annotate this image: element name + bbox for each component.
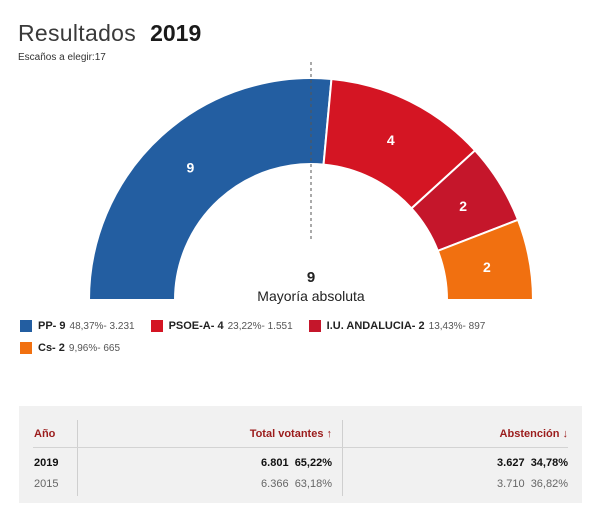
turnout-table: Año Total votantes ↑ Abstención ↓ 2019 6… [19,406,582,503]
legend-swatch-iu [308,320,321,332]
seat-segment-cs[interactable] [436,218,535,301]
legend-row: Cs- 2 9,96%- 665 [20,337,590,359]
legend-item-cs[interactable]: Cs- 2 9,96%- 665 [20,342,120,354]
total-votes: 6.366 [261,478,289,490]
row-total: 6.366 63,18% [261,478,332,490]
legend-swatch-psoe [150,320,163,332]
seat-label-pp: 9 [187,160,195,176]
legend-label-psoe: PSOE-A- 4 [168,320,224,332]
legend-item-iu[interactable]: I.U. ANDALUCIA- 2 13,43%- 897 [308,320,486,332]
abst-votes: 3.710 [497,478,525,490]
col-header-abstention-sort[interactable]: Abstención ↓ [499,428,568,440]
column-divider [342,420,343,496]
row-abstention: 3.710 36,82% [497,478,568,490]
total-pct: 65,22% [294,457,332,469]
legend-swatch-cs [20,342,32,354]
col-header-year: Año [34,428,56,440]
total-votes: 6.801 [261,457,289,469]
abst-pct: 36,82% [530,478,568,490]
total-pct: 63,18% [294,478,332,490]
seat-label-psoe: 4 [387,132,395,148]
legend-item-pp[interactable]: PP- 9 48,37%- 3.231 [20,320,135,332]
seat-label-iu: 2 [459,198,467,214]
legend-stats-pp: 48,37%- 3.231 [69,320,135,332]
legend-label-cs: Cs- 2 [38,342,65,354]
legend: PP- 9 48,37%- 3.231 PSOE-A- 4 23,22%- 1.… [20,315,590,359]
legend-label-iu: I.U. ANDALUCIA- 2 [326,320,425,332]
abst-votes: 3.627 [497,457,525,469]
legend-swatch-pp [20,320,32,332]
header: Resultados 2019 [18,20,201,47]
legend-item-psoe[interactable]: PSOE-A- 4 23,22%- 1.551 [150,320,293,332]
row-year: 2015 [34,478,59,490]
col-header-total-sort[interactable]: Total votantes ↑ [249,428,332,440]
seat-label-cs: 2 [483,259,491,275]
majority-label: Mayoría absoluta [257,288,365,304]
legend-stats-psoe: 23,22%- 1.551 [227,320,293,332]
seat-segment-pp[interactable] [87,77,333,301]
column-divider [77,420,78,496]
hemicycle-chart: 9 4 2 2 9 Mayoría absoluta [87,62,535,304]
abst-pct: 34,78% [530,457,568,469]
legend-stats-cs: 9,96%- 665 [68,342,121,354]
row-year: 2019 [34,457,59,469]
page-title: Resultados [18,20,137,46]
majority-value: 9 [307,269,315,286]
legend-row: PP- 9 48,37%- 3.231 PSOE-A- 4 23,22%- 1.… [20,315,590,337]
legend-label-pp: PP- 9 [38,320,66,332]
seats-subtitle: Escaños a elegir:17 [18,52,106,63]
row-abstention: 3.627 34,78% [497,457,568,469]
row-total: 6.801 65,22% [261,457,332,469]
election-year: 2019 [150,20,202,46]
header-divider [33,447,568,448]
legend-stats-iu: 13,43%- 897 [428,320,486,332]
